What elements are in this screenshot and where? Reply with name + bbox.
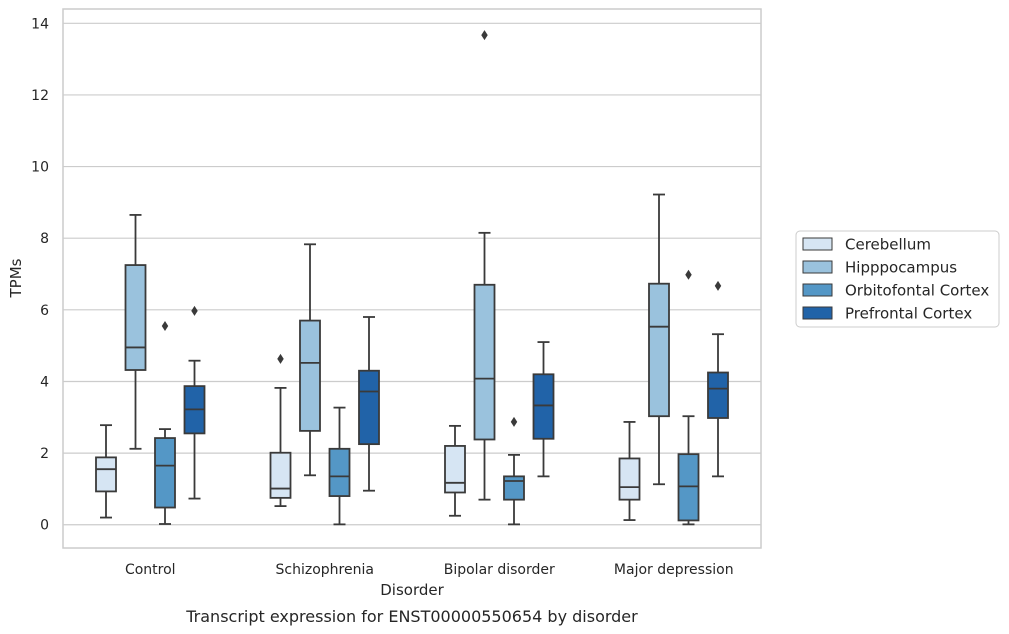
box-body	[358, 369, 380, 446]
box-body	[648, 282, 670, 418]
legend-swatch	[802, 260, 833, 274]
y-tick-label: 2	[40, 446, 49, 462]
legend-swatch	[802, 237, 833, 251]
outlier-point	[685, 269, 692, 280]
y-axis-ticks: 0 2 4 6 8 10 12 14	[31, 16, 49, 533]
legend: Cerebellum Hipppocampus Orbitofontal Corte…	[795, 230, 1000, 328]
x-tick-label: Schizophrenia	[276, 562, 374, 578]
box-orbitofontal-cortex	[328, 406, 351, 526]
outlier-point	[191, 305, 198, 316]
legend-label: Prefrontal Cortex	[845, 305, 972, 323]
box-body	[618, 457, 641, 501]
plot-area	[95, 30, 729, 526]
legend-label: Cerebellum	[845, 236, 931, 254]
legend-label: Hipppocampus	[845, 259, 957, 277]
box-prefrontal-cortex	[358, 316, 380, 492]
outlier-point	[277, 353, 284, 364]
y-tick-label: 12	[31, 88, 49, 104]
legend-frame	[795, 230, 1000, 328]
x-tick-label: Bipolar disorder	[444, 562, 555, 578]
box-body	[328, 447, 351, 497]
plot-frame	[62, 8, 762, 549]
box-body	[503, 475, 525, 501]
box-body	[532, 373, 555, 440]
y-tick-label: 10	[31, 160, 49, 176]
x-axis-label: Disorder	[380, 581, 444, 599]
box-body	[299, 319, 321, 432]
chart-caption: Transcript expression for ENST0000055065…	[185, 607, 638, 626]
y-tick-label: 14	[31, 16, 49, 32]
grid-lines	[63, 22, 761, 526]
box-hipppocampus	[299, 243, 321, 477]
box-body	[95, 456, 117, 493]
box-body	[473, 283, 496, 441]
box-hipppocampus	[648, 193, 670, 486]
y-axis-label: TPMs	[7, 258, 25, 298]
box-cerebellum	[269, 353, 292, 507]
box-prefrontal-cortex	[183, 305, 206, 500]
box-cerebellum	[95, 424, 117, 519]
y-tick-label: 0	[40, 518, 49, 534]
box-hipppocampus	[473, 30, 496, 501]
legend-swatch	[802, 283, 833, 297]
x-tick-label: Control	[125, 562, 176, 578]
legend-swatch	[802, 306, 833, 320]
x-tick-label: Major depression	[614, 562, 734, 578]
y-tick-label: 6	[40, 303, 49, 319]
box-body	[154, 437, 176, 509]
box-cerebellum	[444, 424, 466, 517]
outlier-point	[161, 320, 169, 331]
box-orbitofontal-cortex	[503, 416, 525, 526]
outlier-point	[714, 280, 722, 291]
box-prefrontal-cortex	[532, 341, 555, 478]
legend-label: Orbitofontal Cortex	[845, 282, 989, 300]
box-prefrontal-cortex	[707, 280, 729, 478]
outlier-point	[510, 416, 518, 427]
x-axis-ticks: Control Schizophrenia Bipolar disorder Majo…	[125, 562, 734, 578]
box-body	[124, 264, 147, 371]
box-orbitofontal-cortex	[677, 269, 700, 526]
box-cerebellum	[618, 421, 641, 521]
box-hipppocampus	[124, 214, 147, 450]
box-body	[707, 371, 729, 419]
y-tick-label: 4	[40, 374, 49, 390]
box-body	[444, 445, 466, 494]
outlier-point	[481, 30, 488, 41]
box-body	[269, 451, 292, 499]
y-tick-label: 8	[40, 231, 49, 247]
box-orbitofontal-cortex	[154, 320, 176, 525]
